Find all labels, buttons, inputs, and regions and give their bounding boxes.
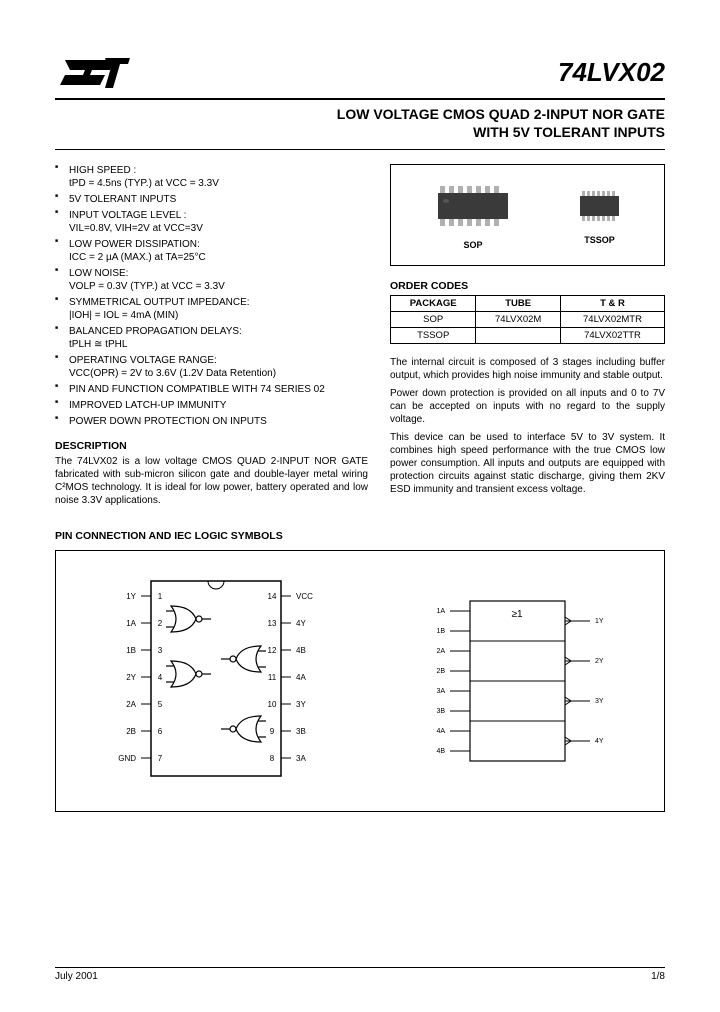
- sop-chip: SOP: [428, 181, 518, 250]
- description-p2: The internal circuit is composed of 3 st…: [390, 356, 665, 382]
- right-column: SOP TSSOP ORDER CODES PACKAGETUBET & R: [390, 164, 665, 512]
- svg-text:1Y: 1Y: [126, 592, 136, 601]
- description-p1: The 74LVX02 is a low voltage CMOS QUAD 2…: [55, 455, 368, 507]
- svg-text:GND: GND: [118, 754, 136, 763]
- svg-text:2Y: 2Y: [126, 673, 136, 682]
- feature-item: LOW NOISE:VOLP = 0.3V (TYP.) at VCC = 3.…: [55, 267, 368, 293]
- svg-text:2B: 2B: [436, 668, 445, 675]
- svg-text:1B: 1B: [126, 646, 136, 655]
- title: LOW VOLTAGE CMOS QUAD 2-INPUT NOR GATE W…: [55, 106, 665, 150]
- feature-item: OPERATING VOLTAGE RANGE:VCC(OPR) = 2V to…: [55, 354, 368, 380]
- svg-text:4Y: 4Y: [595, 738, 604, 745]
- svg-text:10: 10: [267, 700, 276, 709]
- svg-text:3B: 3B: [436, 708, 445, 715]
- table-row: TSSOP74LVX02TTR: [391, 328, 665, 344]
- feature-item: HIGH SPEED :tPD = 4.5ns (TYP.) at VCC = …: [55, 164, 368, 190]
- feature-item: INPUT VOLTAGE LEVEL :VIL=0.8V, VIH=2V at…: [55, 209, 368, 235]
- svg-text:≥1: ≥1: [511, 609, 522, 620]
- package-images-box: SOP TSSOP: [390, 164, 665, 266]
- svg-text:2A: 2A: [126, 700, 136, 709]
- svg-text:14: 14: [267, 592, 276, 601]
- svg-text:13: 13: [267, 619, 276, 628]
- svg-text:3A: 3A: [296, 754, 306, 763]
- svg-text:2Y: 2Y: [595, 658, 604, 665]
- features-list: HIGH SPEED :tPD = 4.5ns (TYP.) at VCC = …: [55, 164, 368, 428]
- svg-text:4: 4: [157, 673, 162, 682]
- svg-text:8: 8: [269, 754, 274, 763]
- description-p4: This device can be used to interface 5V …: [390, 431, 665, 496]
- svg-text:3Y: 3Y: [296, 700, 306, 709]
- tssop-chip: TSSOP: [572, 186, 627, 245]
- feature-item: IMPROVED LATCH-UP IMMUNITY: [55, 399, 368, 412]
- svg-text:2: 2: [157, 619, 162, 628]
- feature-item: BALANCED PROPAGATION DELAYS:tPLH ≅ tPHL: [55, 325, 368, 351]
- tssop-label: TSSOP: [572, 235, 627, 245]
- svg-text:3A: 3A: [436, 688, 445, 695]
- order-codes-heading: ORDER CODES: [390, 280, 665, 292]
- feature-item: 5V TOLERANT INPUTS: [55, 193, 368, 206]
- title-line2: WITH 5V TOLERANT INPUTS: [473, 124, 665, 140]
- feature-item: LOW POWER DISSIPATION:ICC = 2 µA (MAX.) …: [55, 238, 368, 264]
- svg-text:6: 6: [157, 727, 162, 736]
- pin-diagrams-box: 1Y 1 1A 2 1B 3 2Y 4 2A 5 2B 6 GND 7 VCC 14 4Y 13 4B 12 4A 11…: [55, 550, 665, 812]
- description-p3: Power down protection is provided on all…: [390, 387, 665, 426]
- table-header: PACKAGE: [391, 296, 476, 312]
- svg-text:2A: 2A: [436, 648, 445, 655]
- svg-text:7: 7: [157, 754, 162, 763]
- iec-logic-diagram: ≥1 1A 1B 2A 2B 3A 3B 4A 4B 1Y 2Y 3Y 4Y: [395, 581, 625, 781]
- svg-text:4B: 4B: [296, 646, 306, 655]
- svg-text:4B: 4B: [436, 748, 445, 755]
- svg-text:5: 5: [157, 700, 162, 709]
- svg-text:3Y: 3Y: [595, 698, 604, 705]
- svg-text:1Y: 1Y: [595, 618, 604, 625]
- svg-text:1A: 1A: [436, 608, 445, 615]
- datasheet-page: 74LVX02 LOW VOLTAGE CMOS QUAD 2-INPUT NO…: [0, 0, 720, 1012]
- left-column: HIGH SPEED :tPD = 4.5ns (TYP.) at VCC = …: [55, 164, 368, 512]
- svg-text:3B: 3B: [296, 727, 306, 736]
- svg-text:1B: 1B: [436, 628, 445, 635]
- feature-item: POWER DOWN PROTECTION ON INPUTS: [55, 415, 368, 428]
- pin-heading: PIN CONNECTION AND IEC LOGIC SYMBOLS: [55, 530, 665, 542]
- pin-section: PIN CONNECTION AND IEC LOGIC SYMBOLS 1Y1…: [55, 530, 665, 812]
- svg-text:VCC: VCC: [296, 592, 313, 601]
- feature-item: SYMMETRICAL OUTPUT IMPEDANCE:|IOH| = IOL…: [55, 296, 368, 322]
- order-codes-table: PACKAGETUBET & R SOP74LVX02M74LVX02MTRTS…: [390, 295, 665, 344]
- table-row: SOP74LVX02M74LVX02MTR: [391, 312, 665, 328]
- footer-date: July 2001: [55, 971, 98, 982]
- svg-text:4Y: 4Y: [296, 619, 306, 628]
- svg-text:9: 9: [269, 727, 274, 736]
- footer: July 2001 1/8: [55, 967, 665, 982]
- table-header: T & R: [560, 296, 664, 312]
- svg-text:12: 12: [267, 646, 276, 655]
- svg-text:4A: 4A: [436, 728, 445, 735]
- feature-item: PIN AND FUNCTION COMPATIBLE WITH 74 SERI…: [55, 383, 368, 396]
- table-header: TUBE: [476, 296, 561, 312]
- pin-connection-diagram: 1Y 1 1A 2 1B 3 2Y 4 2A 5 2B 6 GND 7 VCC 14 4Y 13 4B 12 4A 11…: [96, 571, 336, 791]
- header: 74LVX02: [55, 50, 665, 100]
- st-logo: [55, 50, 133, 94]
- footer-page: 1/8: [651, 971, 665, 982]
- svg-text:2B: 2B: [126, 727, 136, 736]
- svg-text:1A: 1A: [126, 619, 136, 628]
- description-heading: DESCRIPTION: [55, 440, 368, 452]
- part-number: 74LVX02: [558, 57, 665, 88]
- svg-text:11: 11: [267, 673, 276, 682]
- sop-label: SOP: [428, 240, 518, 250]
- title-line1: LOW VOLTAGE CMOS QUAD 2-INPUT NOR GATE: [337, 106, 665, 122]
- main-columns: HIGH SPEED :tPD = 4.5ns (TYP.) at VCC = …: [55, 164, 665, 512]
- svg-text:3: 3: [157, 646, 162, 655]
- svg-text:4A: 4A: [296, 673, 306, 682]
- svg-text:1: 1: [157, 592, 162, 601]
